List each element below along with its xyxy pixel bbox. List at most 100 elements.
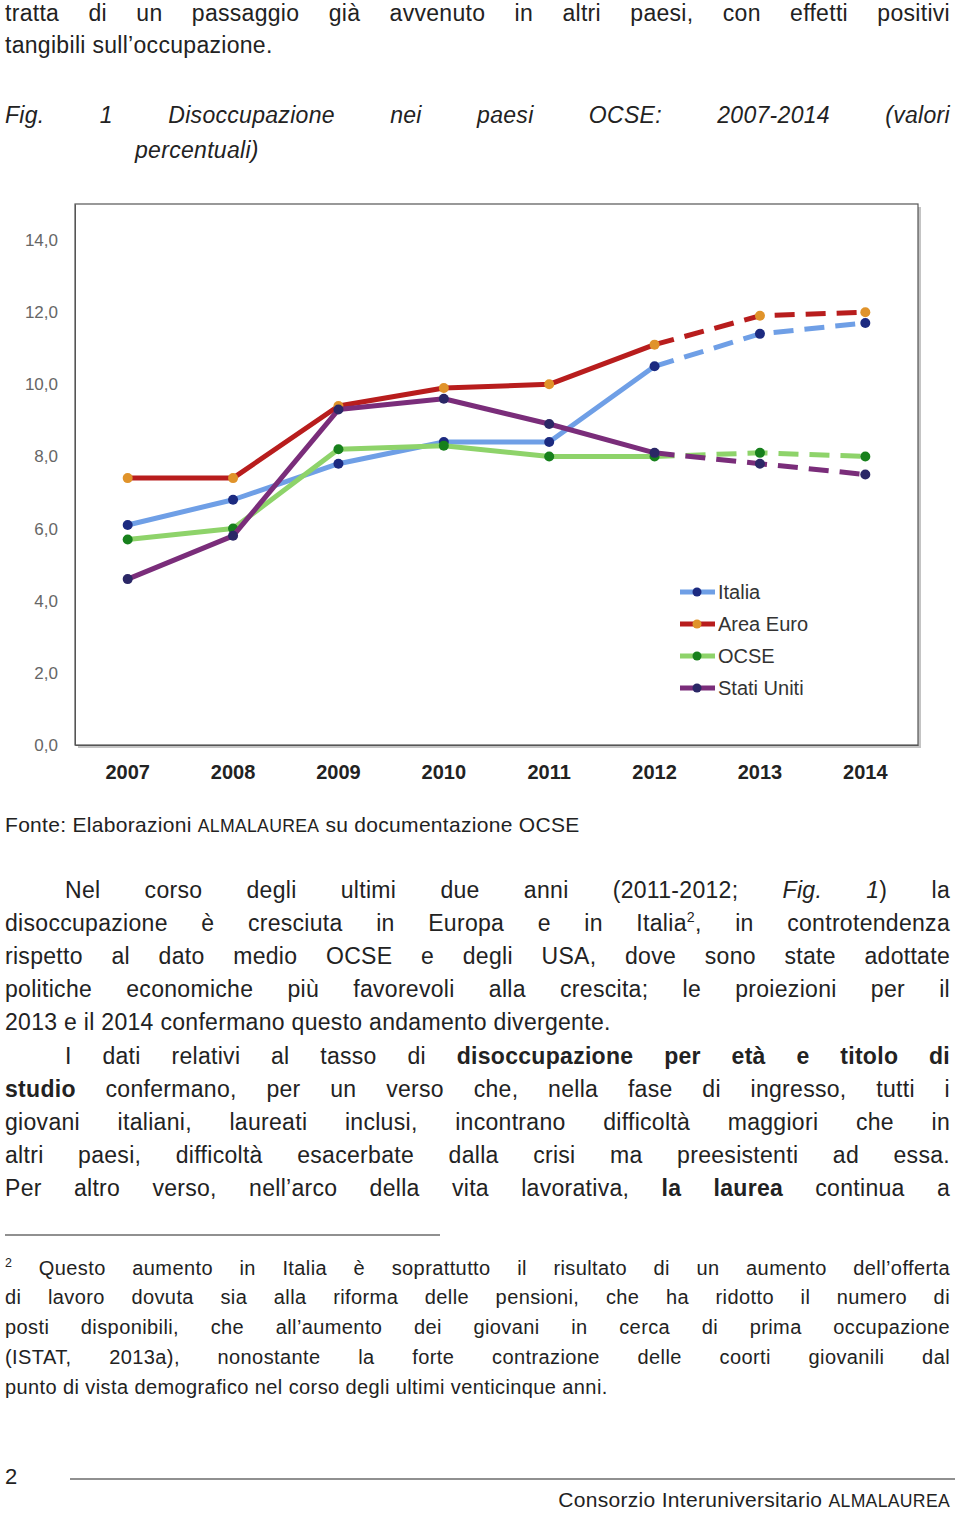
data-point (123, 473, 133, 483)
footnote-rule (5, 1234, 440, 1235)
series-line (128, 399, 655, 579)
text-run: la laurea (662, 1175, 784, 1201)
y-tick-label: 0,0 (34, 736, 58, 755)
data-point (860, 318, 870, 328)
text-run: 2 (687, 909, 695, 925)
data-point (650, 448, 660, 458)
legend-label: OCSE (718, 645, 775, 667)
page: 0,02,04,06,08,010,012,014,02007200820092… (0, 0, 960, 1513)
data-point (228, 495, 238, 505)
data-point (333, 459, 343, 469)
body-line: I dati relativi al tasso di disoccupazio… (65, 1042, 950, 1071)
data-point (860, 307, 870, 317)
x-tick-label: 2013 (738, 761, 783, 783)
x-tick: 2011 (527, 745, 570, 783)
y-tick: 14,0 (25, 231, 75, 250)
data-point (860, 470, 870, 480)
page-number: 2 (5, 1463, 17, 1491)
footnote-line: di lavoro dovuta sia alla riforma delle … (5, 1285, 950, 1310)
body-line: disoccupazione è cresciuta in Europa e i… (5, 909, 950, 938)
text-run: tangibili sull’occupazione. (5, 32, 273, 58)
data-point (439, 383, 449, 393)
data-point (755, 311, 765, 321)
series (123, 307, 871, 483)
data-point (228, 531, 238, 541)
y-tick-label: 2,0 (34, 664, 58, 683)
data-point (650, 361, 660, 371)
text-line: tratta di un passaggio già avvenuto in a… (5, 0, 950, 28)
legend-label: Italia (718, 581, 761, 603)
text-run: Nel corso degli ultimi due anni (2011-20… (65, 877, 783, 903)
text-run: Fonte: Elaborazioni (5, 813, 198, 836)
y-tick: 6,0 (34, 520, 75, 539)
footnote-line: punto di vista demografico nel corso deg… (5, 1375, 950, 1400)
footnote-line: posti disponibili, che all’aumento dei g… (5, 1315, 950, 1340)
text-run: politiche economiche più favorevoli alla… (5, 976, 950, 1002)
data-point (544, 379, 554, 389)
plot-area (123, 307, 871, 584)
legend-item: Stati Uniti (680, 677, 804, 699)
y-tick: 10,0 (25, 375, 75, 394)
x-tick-label: 2014 (843, 761, 888, 783)
text-run: Per altro verso, nell’arco della vita la… (5, 1175, 662, 1201)
legend-label: Stati Uniti (718, 677, 804, 699)
y-axis-line (75, 205, 76, 746)
text-run: ALMALAUREA (198, 816, 320, 836)
x-tick: 2009 (316, 745, 361, 783)
x-tick: 2008 (211, 745, 256, 783)
text-line: tangibili sull’occupazione. (5, 31, 950, 60)
source: Fonte: Elaborazioni ALMALAUREA su docume… (5, 812, 950, 839)
page-graphics: 0,02,04,06,08,010,012,014,02007200820092… (0, 0, 960, 1513)
text-run: studio (5, 1076, 76, 1102)
legend-marker (693, 588, 702, 597)
text-run: 2013 e il 2014 confermano questo andamen… (5, 1009, 611, 1035)
text-run: punto di vista demografico nel corso deg… (5, 1376, 608, 1398)
body-line: rispetto al dato medio OCSE e degli USA,… (5, 942, 950, 971)
text-run: Fig. 1 (783, 877, 880, 903)
text-run: giovani italiani, laureati inclusi, inco… (5, 1109, 950, 1135)
chart-title: Fig. 1 Disoccupazione nei paesi OCSE: 20… (5, 98, 950, 168)
x-tick: 2010 (422, 745, 467, 783)
series (123, 441, 871, 545)
y-tick-label: 4,0 (34, 592, 58, 611)
body-line: altri paesi, difficoltà esacerbate dalla… (5, 1141, 950, 1170)
footer-text: Consorzio Interuniversitario ALMALAUREA (5, 1487, 950, 1513)
text-run: (ISTAT, 2013a), nonostante la forte cont… (5, 1346, 950, 1368)
x-tick: 2013 (738, 745, 783, 783)
y-tick-label: 6,0 (34, 520, 58, 539)
data-point (755, 459, 765, 469)
data-point (755, 448, 765, 458)
body-line: Per altro verso, nell’arco della vita la… (5, 1174, 950, 1203)
data-point (650, 340, 660, 350)
projection-line (655, 323, 866, 366)
text-run: su documentazione OCSE (319, 813, 579, 836)
x-axis: 20072008200920102011201220132014 (76, 745, 919, 783)
legend-marker (693, 684, 702, 693)
text-run: I dati relativi al tasso di (65, 1043, 457, 1069)
footer-rule (70, 1478, 955, 1479)
text-run: disoccupazione per età e titolo di (457, 1043, 950, 1069)
x-tick: 2014 (843, 745, 888, 783)
x-tick-label: 2011 (527, 761, 570, 783)
data-point (123, 520, 133, 530)
series (123, 318, 871, 530)
legend-marker (693, 652, 702, 661)
data-point (544, 451, 554, 461)
text-run: confermano, per un verso che, nella fase… (76, 1076, 950, 1102)
body-line: 2013 e il 2014 confermano questo andamen… (5, 1008, 950, 1037)
legend-item: OCSE (680, 645, 775, 667)
x-tick: 2012 (632, 745, 677, 783)
text-run: disoccupazione è cresciuta in Europa e i… (5, 910, 687, 936)
body-line: Nel corso degli ultimi due anni (2011-20… (65, 876, 950, 905)
legend: ItaliaArea EuroOCSEStati Uniti (680, 581, 808, 699)
footnote-line: (ISTAT, 2013a), nonostante la forte cont… (5, 1345, 950, 1370)
text-run: , in controtendenza (695, 910, 950, 936)
text-run: di lavoro dovuta sia alla riforma delle … (5, 1286, 950, 1308)
x-tick-label: 2012 (632, 761, 677, 783)
body-line: politiche economiche più favorevoli alla… (5, 975, 950, 1004)
text-run: continua a (783, 1175, 950, 1201)
data-point (228, 473, 238, 483)
text-run: tratta di un passaggio già avvenuto in a… (5, 0, 950, 26)
plot-frame (75, 204, 918, 745)
data-point (544, 437, 554, 447)
